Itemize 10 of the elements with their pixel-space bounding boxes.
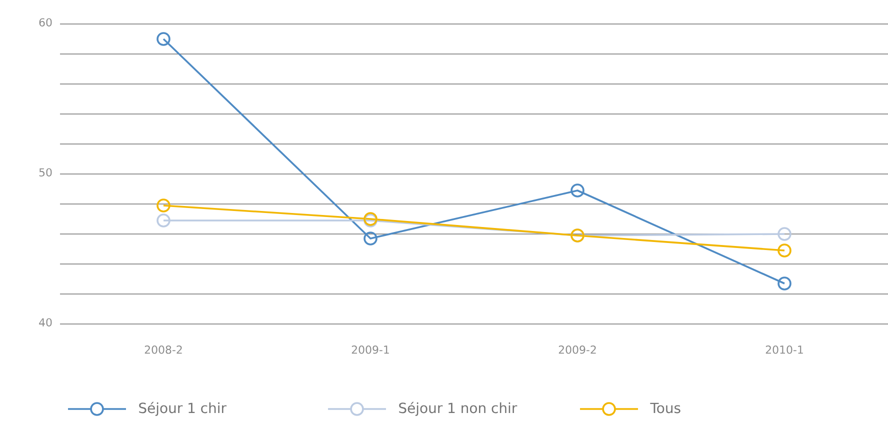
- y-tick-label: 50: [39, 168, 52, 176]
- y-tick-label: 60: [39, 18, 52, 26]
- legend-label: Tous: [650, 402, 680, 414]
- y-tick-label: 40: [39, 318, 52, 326]
- x-tick-label: 2008-2: [144, 346, 182, 354]
- x-tick-label: 2009-2: [558, 346, 596, 354]
- x-tick-label: 2009-1: [352, 346, 389, 354]
- legend-label: Séjour 1 non chir: [399, 402, 518, 416]
- legend-label: Séjour 1 chir: [139, 402, 226, 416]
- x-tick-label: 2010-1: [766, 346, 803, 354]
